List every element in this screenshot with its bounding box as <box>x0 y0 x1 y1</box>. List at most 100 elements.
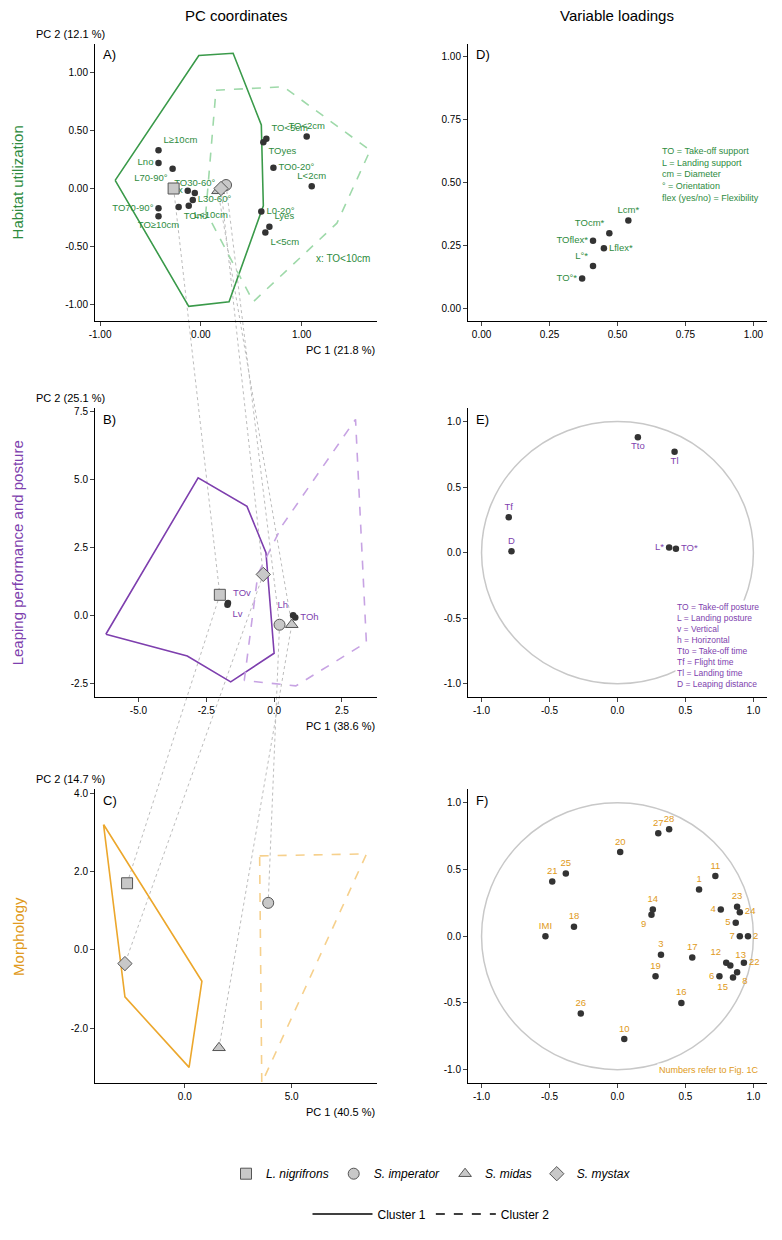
svg-text:S. imperator: S. imperator <box>374 1167 440 1181</box>
svg-text:1.0: 1.0 <box>746 705 760 716</box>
svg-text:x: TO<10cm: x: TO<10cm <box>316 253 370 264</box>
svg-text:Cluster 2: Cluster 2 <box>501 1208 549 1222</box>
svg-text:L<2cm: L<2cm <box>297 170 326 181</box>
svg-text:L<5cm: L<5cm <box>270 236 299 247</box>
svg-text:0.50: 0.50 <box>69 125 89 136</box>
svg-text:0.50: 0.50 <box>441 177 461 188</box>
svg-text:9: 9 <box>641 918 646 929</box>
svg-text:1.00: 1.00 <box>69 67 89 78</box>
svg-text:x: x <box>178 184 183 195</box>
svg-text:1: 1 <box>696 873 701 884</box>
svg-text:2.0: 2.0 <box>74 866 88 877</box>
svg-text:1.0: 1.0 <box>746 1091 760 1102</box>
svg-text:0.5: 0.5 <box>678 1091 692 1102</box>
svg-text:Lflex*: Lflex* <box>609 242 633 253</box>
svg-text:2: 2 <box>753 930 758 941</box>
svg-text:0.0: 0.0 <box>267 705 281 716</box>
svg-text:13: 13 <box>735 949 746 960</box>
svg-text:-0.5: -0.5 <box>444 613 462 624</box>
svg-text:-2.5: -2.5 <box>198 705 216 716</box>
svg-text:PC 2 (12.1 %): PC 2 (12.1 %) <box>36 28 105 40</box>
svg-text:22: 22 <box>749 956 760 967</box>
svg-text:TO70-90°: TO70-90° <box>112 202 153 213</box>
svg-text:2.5: 2.5 <box>335 705 349 716</box>
svg-text:TO<2cm: TO<2cm <box>288 120 325 131</box>
svg-text:15: 15 <box>717 981 728 992</box>
svg-text:4: 4 <box>710 903 715 914</box>
svg-text:TO*: TO* <box>681 542 698 553</box>
svg-text:A): A) <box>103 47 116 62</box>
svg-text:E): E) <box>476 412 489 427</box>
svg-text:11: 11 <box>710 860 720 871</box>
svg-text:TO<5cm: TO<5cm <box>271 122 308 133</box>
svg-text:10: 10 <box>619 1023 630 1034</box>
svg-text:3: 3 <box>658 938 663 949</box>
svg-text:20: 20 <box>615 836 626 847</box>
svg-text:0.00: 0.00 <box>472 329 492 340</box>
svg-text:PC 2 (14.7 %): PC 2 (14.7 %) <box>36 773 105 785</box>
svg-text:Tl: Tl <box>671 455 679 466</box>
svg-text:Cluster 1: Cluster 1 <box>378 1208 426 1222</box>
svg-text:B): B) <box>103 412 116 427</box>
svg-text:0.25: 0.25 <box>540 329 560 340</box>
svg-text:L≥10cm: L≥10cm <box>164 134 198 145</box>
svg-text:PC 1 (40.5 %): PC 1 (40.5 %) <box>306 1106 375 1118</box>
svg-text:0.0: 0.0 <box>611 1091 625 1102</box>
svg-text:0.0: 0.0 <box>74 944 88 955</box>
svg-text:23: 23 <box>732 890 743 901</box>
svg-text:-2.0: -2.0 <box>71 1023 89 1034</box>
svg-text:-1.00: -1.00 <box>89 329 112 340</box>
svg-text:0.0: 0.0 <box>611 705 625 716</box>
svg-text:-1.00: -1.00 <box>65 299 88 310</box>
svg-text:0.00: 0.00 <box>191 329 211 340</box>
svg-text:4.0: 4.0 <box>74 788 88 799</box>
svg-text:26: 26 <box>575 997 586 1008</box>
svg-text:-1.0: -1.0 <box>444 678 462 689</box>
svg-text:8: 8 <box>742 975 747 986</box>
svg-text:18: 18 <box>569 910 580 921</box>
svg-text:0.5: 0.5 <box>447 864 461 875</box>
svg-text:TO°*: TO°* <box>557 272 578 283</box>
svg-text:IMI: IMI <box>539 920 552 931</box>
svg-text:2.5: 2.5 <box>74 542 88 553</box>
svg-text:C): C) <box>103 793 117 808</box>
svg-text:D): D) <box>476 47 490 62</box>
svg-text:5.0: 5.0 <box>74 474 88 485</box>
svg-text:1.00: 1.00 <box>744 329 764 340</box>
svg-text:TOcm*: TOcm* <box>575 217 605 228</box>
svg-text:TO30-60°: TO30-60° <box>174 177 215 188</box>
svg-text:S. mystax: S. mystax <box>577 1167 631 1181</box>
svg-text:Habitat utilization: Habitat utilization <box>9 125 26 239</box>
svg-text:0.5: 0.5 <box>678 705 692 716</box>
svg-text:Lno: Lno <box>138 156 154 167</box>
svg-text:17: 17 <box>687 941 698 952</box>
svg-text:PC 2 (25.1 %): PC 2 (25.1 %) <box>36 392 105 404</box>
svg-text:L*: L* <box>655 541 664 552</box>
svg-text:1.00: 1.00 <box>292 329 312 340</box>
svg-text:27: 27 <box>653 817 664 828</box>
svg-text:-0.50: -0.50 <box>65 241 88 252</box>
svg-text:TOno: TOno <box>184 210 208 221</box>
svg-text:0.25: 0.25 <box>441 240 461 251</box>
svg-text:Leaping performance and postur: Leaping performance and posture <box>9 440 26 665</box>
svg-text:12: 12 <box>711 946 722 957</box>
svg-text:0.75: 0.75 <box>676 329 696 340</box>
svg-text:-0.5: -0.5 <box>541 1091 559 1102</box>
svg-text:TO0-20°: TO0-20° <box>278 161 314 172</box>
svg-text:16: 16 <box>676 986 687 997</box>
svg-text:-0.5: -0.5 <box>541 705 559 716</box>
svg-text:TO = Take-off supportL = Landi: TO = Take-off supportL = Landing support… <box>662 146 759 203</box>
svg-text:21: 21 <box>547 865 558 876</box>
svg-text:S. midas: S. midas <box>485 1167 532 1181</box>
svg-text:5: 5 <box>725 916 730 927</box>
svg-text:TOh: TOh <box>300 611 318 622</box>
svg-text:L0-20°: L0-20° <box>266 205 294 216</box>
svg-text:Tf: Tf <box>505 501 514 512</box>
svg-text:D: D <box>508 535 515 546</box>
svg-text:0.00: 0.00 <box>441 303 461 314</box>
svg-text:Lh: Lh <box>277 599 288 610</box>
svg-text:TO = Take-off postureL = Landi: TO = Take-off postureL = Landing posture… <box>677 602 759 689</box>
svg-text:0.0: 0.0 <box>74 610 88 621</box>
svg-text:-2.5: -2.5 <box>71 678 89 689</box>
svg-text:F): F) <box>476 793 488 808</box>
